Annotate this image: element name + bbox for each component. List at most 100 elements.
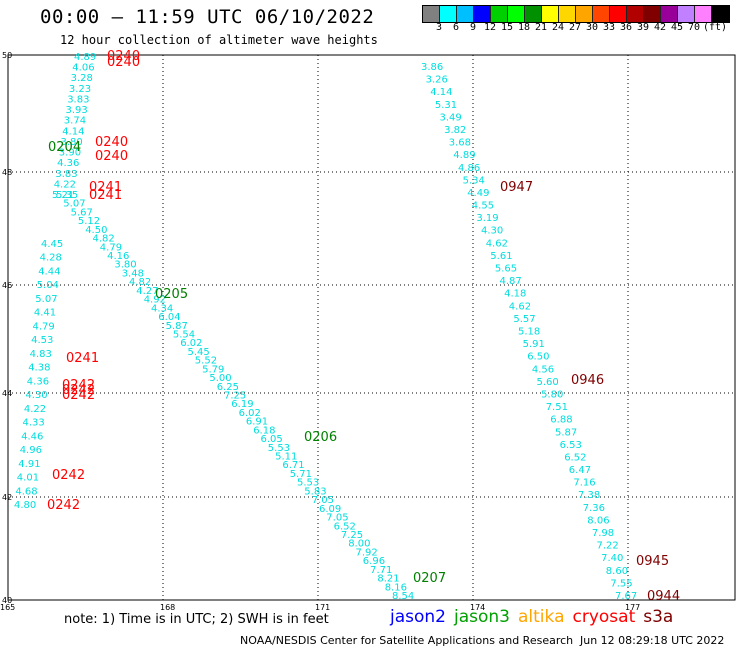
- swh-reading: 6.18: [253, 425, 275, 436]
- swh-reading: 4.62: [486, 238, 508, 249]
- swh-reading: 4.33: [23, 418, 45, 429]
- swh-reading: 5.31: [435, 100, 457, 111]
- colorbar-label: 33: [602, 22, 616, 33]
- colorbar-swatch: [474, 6, 491, 22]
- swh-reading: 5.53: [268, 443, 290, 454]
- swh-reading: 5.87: [555, 427, 577, 438]
- swh-reading: 4.82: [93, 234, 115, 245]
- swh-reading: 4.82: [129, 277, 151, 288]
- swh-reading: 6.47: [569, 465, 591, 476]
- legend-cryosat: cryosat: [572, 607, 636, 627]
- swh-reading: 3.68: [449, 138, 471, 149]
- swh-reading: 4.50: [85, 225, 107, 236]
- swh-reading: 5.34: [463, 175, 485, 186]
- colorbar-label: (ft): [702, 22, 728, 33]
- swh-reading: 4.27: [136, 286, 158, 297]
- swh-reading: 4.92: [144, 295, 166, 306]
- x-tick-label: 168: [160, 603, 175, 612]
- swh-reading: 7.67: [615, 591, 637, 602]
- pass-time-label: 0242: [52, 468, 85, 483]
- swh-reading: 4.28: [40, 253, 62, 264]
- swh-reading: 5.87: [166, 321, 188, 332]
- swh-reading: 5.65: [495, 264, 517, 275]
- swh-reading: 7.71: [370, 565, 392, 576]
- pass-time-label: 0241: [89, 188, 122, 203]
- y-tick-label: 50: [2, 51, 12, 60]
- colorbar-label: 39: [636, 22, 650, 33]
- swh-reading: 8.00: [348, 539, 370, 550]
- swh-reading: 4.55: [472, 201, 494, 212]
- pass-time-label: 0947: [500, 180, 533, 195]
- x-tick-label: 174: [470, 603, 485, 612]
- swh-reading: 7.25: [341, 530, 363, 541]
- satellite-legend: jason2 jason3 altika cryosat s3a: [390, 607, 681, 627]
- colorbar-swatch: [593, 6, 610, 22]
- colorbar-swatch: [440, 6, 457, 22]
- colorbar-swatch: [712, 6, 729, 22]
- swh-reading: 3.80: [114, 260, 136, 271]
- map-grid: [7, 54, 736, 601]
- swh-reading: 7.40: [601, 553, 623, 564]
- swh-reading: 5.52: [195, 356, 217, 367]
- swh-reading: 5.04: [37, 280, 59, 291]
- swh-reading: 4.83: [30, 349, 52, 360]
- y-tick-label: 46: [2, 281, 12, 290]
- swh-reading: 4.62: [509, 301, 531, 312]
- pass-time-label: 0205: [155, 287, 188, 302]
- colorbar-label: 3: [435, 22, 443, 33]
- swh-reading: 6.02: [180, 338, 202, 349]
- colorbar-swatch: [678, 6, 695, 22]
- swh-reading: 4.79: [100, 242, 122, 253]
- swh-reading: 5.54: [173, 330, 195, 341]
- swh-reading: 4.44: [38, 267, 60, 278]
- colorbar-label: 12: [483, 22, 497, 33]
- colorbar-swatch: [661, 6, 678, 22]
- y-tick-label: 44: [2, 389, 12, 398]
- colorbar-label: 42: [653, 22, 667, 33]
- swh-reading: 8.60: [606, 566, 628, 577]
- swh-reading: 5.80: [541, 390, 563, 401]
- colorbar-label: 18: [517, 22, 531, 33]
- colorbar-swatch: [576, 6, 593, 22]
- swh-reading: 6.52: [334, 521, 356, 532]
- colorbar-swatch: [491, 6, 508, 22]
- swh-reading: 4.14: [430, 87, 452, 98]
- colorbar-label: 9: [469, 22, 477, 33]
- swh-reading: 4.30: [25, 390, 47, 401]
- swh-reading: 8.16: [385, 582, 407, 593]
- pass-time-label: 0240: [107, 49, 140, 64]
- swh-reading: 7.05: [312, 495, 334, 506]
- swh-reading: 5.45: [188, 347, 210, 358]
- colorbar-swatch: [525, 6, 542, 22]
- pass-time-label: 0945: [636, 554, 669, 569]
- swh-reading: 5.57: [513, 314, 535, 325]
- swh-reading: 3.19: [476, 213, 498, 224]
- swh-reading: 3.49: [440, 112, 462, 123]
- swh-reading: 6.50: [527, 352, 549, 363]
- swh-reading: 4.36: [27, 376, 49, 387]
- swh-reading: 5.21: [52, 190, 74, 201]
- swh-reading: 3.23: [69, 84, 91, 95]
- swh-reading: 6.88: [550, 415, 572, 426]
- y-tick-label: 42: [2, 493, 12, 502]
- swh-reading: 6.53: [560, 440, 582, 451]
- swh-reading: 4.30: [481, 226, 503, 237]
- swh-reading: 6.04: [158, 312, 180, 323]
- colorbar-swatch: [627, 6, 644, 22]
- swh-reading: 5.00: [209, 373, 231, 384]
- swh-reading: 3.48: [122, 269, 144, 280]
- swh-reading: 3.26: [426, 75, 448, 86]
- pass-time-label: 0241: [66, 351, 99, 366]
- swh-reading: 5.71: [290, 469, 312, 480]
- swh-reading: 4.53: [31, 335, 53, 346]
- swh-reading: 7.25: [224, 391, 246, 402]
- swh-reading: 4.49: [467, 188, 489, 199]
- swh-reading: 4.18: [504, 289, 526, 300]
- swh-reading: 4.16: [107, 251, 129, 262]
- wave-height-colorbar: [422, 5, 730, 23]
- swh-reading: 4.34: [151, 303, 173, 314]
- swh-reading: 4.89: [453, 150, 475, 161]
- colorbar-label: 27: [568, 22, 582, 33]
- y-tick-label: 48: [2, 168, 12, 177]
- swh-reading: 5.60: [537, 377, 559, 388]
